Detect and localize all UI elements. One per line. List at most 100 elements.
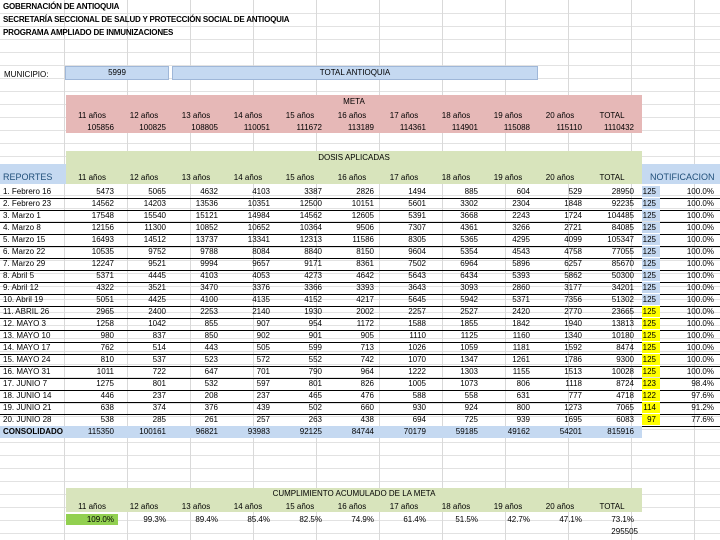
dosis-cell[interactable]: 588 [412,391,426,400]
dosis-cell[interactable]: 725 [464,415,478,424]
dosis-cell[interactable]: 1011 [96,367,114,376]
dosis-cell[interactable]: 5601 [408,199,426,208]
dosis-cell[interactable]: 801 [308,379,322,388]
dosis-cell[interactable]: 1724 [564,211,582,220]
dosis-cell[interactable]: 6434 [460,271,478,280]
row-label[interactable]: 19. JUNIO 21 [3,403,52,412]
row-label[interactable]: 10. Abril 19 [3,295,44,304]
consolidado-cell[interactable]: 49162 [507,427,530,436]
meta-col-header[interactable]: 13 años [181,111,211,120]
notificacion-cell[interactable]: 125 [642,246,660,257]
dosis-cell[interactable]: 558 [464,391,478,400]
dosis-cell[interactable]: 14562 [91,199,114,208]
notificacion-pct-cell[interactable]: 100.0% [686,211,714,220]
dosis-cell[interactable]: 5942 [460,295,478,304]
notificacion-pct-cell[interactable]: 100.0% [686,355,714,364]
meta-value-cell[interactable]: 113189 [347,123,374,132]
dosis-cell[interactable]: 50300 [611,271,634,280]
meta-col-header[interactable]: 20 años [545,111,575,120]
dosis-col-header[interactable]: 15 años [285,173,315,182]
cumplimiento-value-cell[interactable]: 61.4% [403,515,426,524]
dosis-cell[interactable]: 12156 [91,223,114,232]
dosis-cell[interactable]: 1513 [564,367,582,376]
dosis-cell[interactable]: 4632 [200,187,218,196]
total-antioquia-cell[interactable]: TOTAL ANTIOQUIA [172,66,538,80]
dosis-cell[interactable]: 1695 [564,415,582,424]
cumplimiento-value-cell[interactable]: 47.1% [559,515,582,524]
dosis-col-header[interactable]: 17 años [389,173,419,182]
dosis-cell[interactable]: 14562 [299,211,322,220]
dosis-cell[interactable]: 523 [204,355,218,364]
dosis-cell[interactable]: 9506 [356,223,374,232]
dosis-cell[interactable]: 722 [152,367,166,376]
dosis-cell[interactable]: 10151 [351,199,374,208]
notificacion-cell[interactable]: 125 [642,330,660,341]
dosis-cell[interactable]: 3387 [304,187,322,196]
dosis-cell[interactable]: 939 [516,415,530,424]
dosis-cell[interactable]: 4103 [200,271,218,280]
dosis-cell[interactable]: 1160 [512,331,530,340]
dosis-cell[interactable]: 9171 [304,259,322,268]
dosis-cell[interactable]: 930 [412,403,426,412]
dosis-cell[interactable]: 4543 [512,247,530,256]
dosis-cell[interactable]: 572 [256,355,270,364]
dosis-cell[interactable]: 476 [360,391,374,400]
dosis-cell[interactable]: 12605 [351,211,374,220]
dosis-col-header[interactable]: 16 años [337,173,367,182]
dosis-cell[interactable]: 1588 [408,319,426,328]
cumplimiento-col-header[interactable]: 20 años [545,502,575,511]
dosis-cell[interactable]: 777 [568,391,582,400]
dosis-cell[interactable]: 647 [204,367,218,376]
dosis-cell[interactable]: 800 [516,403,530,412]
row-label[interactable]: 18. JUNIO 14 [3,391,52,400]
dosis-cell[interactable]: 1070 [408,355,426,364]
dosis-cell[interactable]: 1258 [96,319,114,328]
meta-col-header[interactable]: 15 años [285,111,315,120]
row-label[interactable]: 14. MAYO 17 [3,343,51,352]
row-label[interactable]: 1. Febrero 16 [3,187,52,196]
row-label[interactable]: 6. Marzo 22 [3,247,46,256]
dosis-cell[interactable]: 9521 [148,259,166,268]
row-label[interactable]: 8. Abril 5 [3,271,35,280]
cumplimiento-col-header[interactable]: 17 años [389,502,419,511]
dosis-cell[interactable]: 3177 [564,283,582,292]
dosis-cell[interactable]: 806 [516,379,530,388]
dosis-cell[interactable]: 902 [256,331,270,340]
dosis-cell[interactable]: 5391 [408,211,426,220]
dosis-cell[interactable]: 2965 [96,307,114,316]
dosis-cell[interactable]: 9994 [200,259,218,268]
notificacion-pct-cell[interactable]: 100.0% [686,295,714,304]
dosis-col-header[interactable]: 18 años [441,173,471,182]
row-label[interactable]: 9. Abril 12 [3,283,39,292]
dosis-cell[interactable]: 7502 [408,259,426,268]
dosis-cell[interactable]: 438 [360,415,374,424]
notificacion-pct-cell[interactable]: 100.0% [686,367,714,376]
dosis-cell[interactable]: 11300 [144,223,166,232]
meta-value-cell[interactable]: 111672 [296,123,322,132]
meta-value-cell[interactable]: 114361 [399,123,426,132]
dosis-cell[interactable]: 263 [308,415,322,424]
notificacion-pct-cell[interactable]: 100.0% [686,331,714,340]
dosis-cell[interactable]: 23665 [611,307,634,316]
consolidado-cell[interactable]: 84744 [351,427,374,436]
dosis-cell[interactable]: 1842 [512,319,530,328]
dosis-cell[interactable]: 742 [360,355,374,364]
row-label[interactable]: 5. Marzo 15 [3,235,46,244]
meta-col-header[interactable]: 14 años [233,111,263,120]
meta-value-cell[interactable]: 115110 [556,123,582,132]
dosis-cell[interactable]: 4152 [304,295,322,304]
dosis-cell[interactable]: 4053 [252,271,270,280]
dosis-cell[interactable]: 713 [360,343,374,352]
dosis-cell[interactable]: 257 [256,415,270,424]
cumplimiento-value-cell[interactable]: 85.4% [247,515,270,524]
dosis-col-header[interactable]: TOTAL [599,173,625,182]
dosis-cell[interactable]: 810 [100,355,114,364]
meta-value-cell[interactable]: 100825 [139,123,166,132]
dosis-cell[interactable]: 4135 [252,295,270,304]
dosis-cell[interactable]: 694 [412,415,426,424]
cumplimiento-value-cell[interactable]: 89.4% [195,515,218,524]
dosis-cell[interactable]: 538 [100,415,114,424]
meta-col-header[interactable]: 12 años [129,111,159,120]
dosis-cell[interactable]: 5371 [96,271,114,280]
meta-value-cell[interactable]: 105856 [87,123,114,132]
